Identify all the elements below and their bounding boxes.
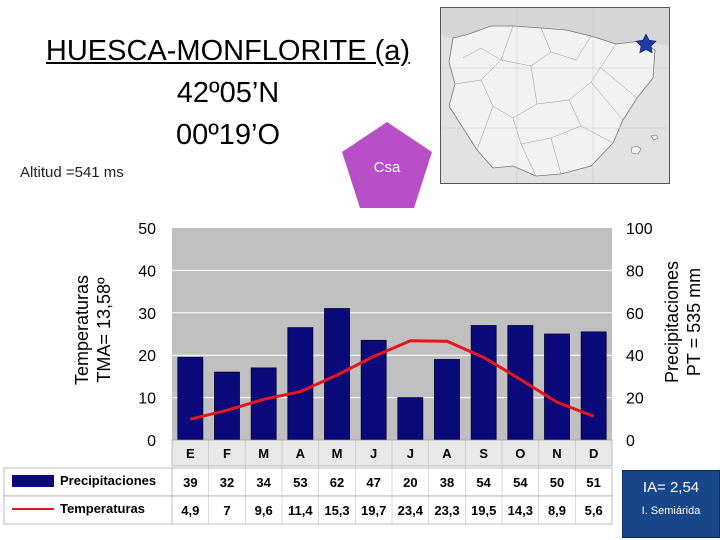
koppen-label: Csa <box>374 159 401 176</box>
aridity-index-box: IA= 2,54 I. Semiárida <box>622 470 720 538</box>
precip-bar-4 <box>287 327 314 441</box>
temp-value: 7 <box>223 503 230 518</box>
temp-value: 5,6 <box>585 503 603 518</box>
precip-value: 34 <box>256 475 271 490</box>
precip-value: 62 <box>330 475 344 490</box>
koppen-pentagon-icon <box>342 122 432 208</box>
temperature-line <box>189 339 595 421</box>
station-latitude: 42º05’N <box>176 77 280 109</box>
y-left-tick-label: 30 <box>138 306 156 323</box>
y-left-axis-label-line: Temperaturas <box>72 275 92 385</box>
y-right-tick-label: 80 <box>626 263 644 280</box>
temp-value: 23,3 <box>434 503 459 518</box>
temp-value: 19,7 <box>361 503 386 518</box>
precip-bar-10 <box>507 325 534 441</box>
y-right-tick-label: 40 <box>626 348 644 365</box>
month-label: J <box>370 446 377 461</box>
location-map <box>440 7 670 184</box>
precip-value: 51 <box>586 475 600 490</box>
y-right-axis-label: Precipitaciones PT = 535 mm <box>662 261 704 383</box>
precip-bar-8 <box>434 359 460 441</box>
altitude-label: Altitud =541 ms <box>20 164 124 181</box>
temp-value: 19,5 <box>471 503 496 518</box>
temp-value: 4,9 <box>181 503 199 518</box>
precip-value: 53 <box>293 475 307 490</box>
legend-temp-label: Temperaturas <box>60 501 145 516</box>
y-left-tick-label: 0 <box>147 433 156 450</box>
chart-title: HUESCA-MONFLORITE (a) 42º05’N 00º19’O <box>36 30 420 156</box>
precip-value: 32 <box>220 475 234 490</box>
precip-value: 20 <box>403 475 417 490</box>
y-right-tick-label: 100 <box>626 221 653 238</box>
station-star-icon <box>635 33 657 54</box>
precip-value: 54 <box>513 475 528 490</box>
month-label: E <box>186 446 195 461</box>
temp-value: 14,3 <box>508 503 533 518</box>
temp-value: 8,9 <box>548 503 566 518</box>
precip-value: 47 <box>366 475 380 490</box>
temp-value: 15,3 <box>324 503 349 518</box>
y-left-axis-label: Temperaturas TMA= 13,58º <box>72 275 114 385</box>
temp-value: 23,4 <box>398 503 424 518</box>
koppen-badge: Csa <box>342 122 432 208</box>
month-label: A <box>442 446 452 461</box>
station-name: HUESCA-MONFLORITE (a) <box>45 35 411 67</box>
month-label: M <box>258 446 269 461</box>
aridity-index-class: I. Semiárida <box>641 505 701 517</box>
y-left-tick-label: 50 <box>138 221 156 238</box>
month-label: J <box>407 446 414 461</box>
month-label: A <box>296 446 306 461</box>
y-right-tick-label: 20 <box>626 391 644 408</box>
month-label: S <box>479 446 488 461</box>
precip-value: 39 <box>183 475 197 490</box>
precip-bar-5 <box>324 308 350 441</box>
table-row-temp <box>3 495 613 525</box>
y-left-tick-label: 10 <box>138 391 156 408</box>
y-left-axis-label-line: TMA= 13,58º <box>94 277 114 383</box>
y-left-tick-label: 20 <box>138 348 156 365</box>
precip-bar-3 <box>250 367 277 441</box>
y-right-tick-label: 60 <box>626 306 644 323</box>
precip-bar-1 <box>177 356 204 441</box>
month-label: D <box>589 446 598 461</box>
temp-value: 9,6 <box>255 503 273 518</box>
precip-value: 38 <box>440 475 454 490</box>
month-label: O <box>515 446 525 461</box>
y-right-axis-label-line: Precipitaciones <box>662 261 682 383</box>
y-left-tick-label: 40 <box>138 263 156 280</box>
precip-bar-2 <box>214 371 240 441</box>
month-label: F <box>223 446 231 461</box>
precip-bar-11 <box>544 333 570 441</box>
legend-precip-swatch <box>12 475 54 487</box>
temp-value: 11,4 <box>288 503 313 518</box>
precip-value: 54 <box>476 475 491 490</box>
month-label: M <box>332 446 343 461</box>
precip-value: 50 <box>550 475 564 490</box>
iberia-map-drawing <box>441 8 669 183</box>
station-longitude: 00º19’O <box>175 119 281 151</box>
month-label: N <box>552 446 561 461</box>
y-right-tick-label: 0 <box>626 433 635 450</box>
aridity-index-value: IA= 2,54 <box>642 479 700 496</box>
y-right-axis-label-line: PT = 535 mm <box>684 268 704 376</box>
legend-precip-label: Precipitaciones <box>60 473 156 488</box>
precip-bar-12 <box>580 331 607 441</box>
precip-bar-7 <box>397 397 424 441</box>
precip-bar-9 <box>470 325 497 441</box>
